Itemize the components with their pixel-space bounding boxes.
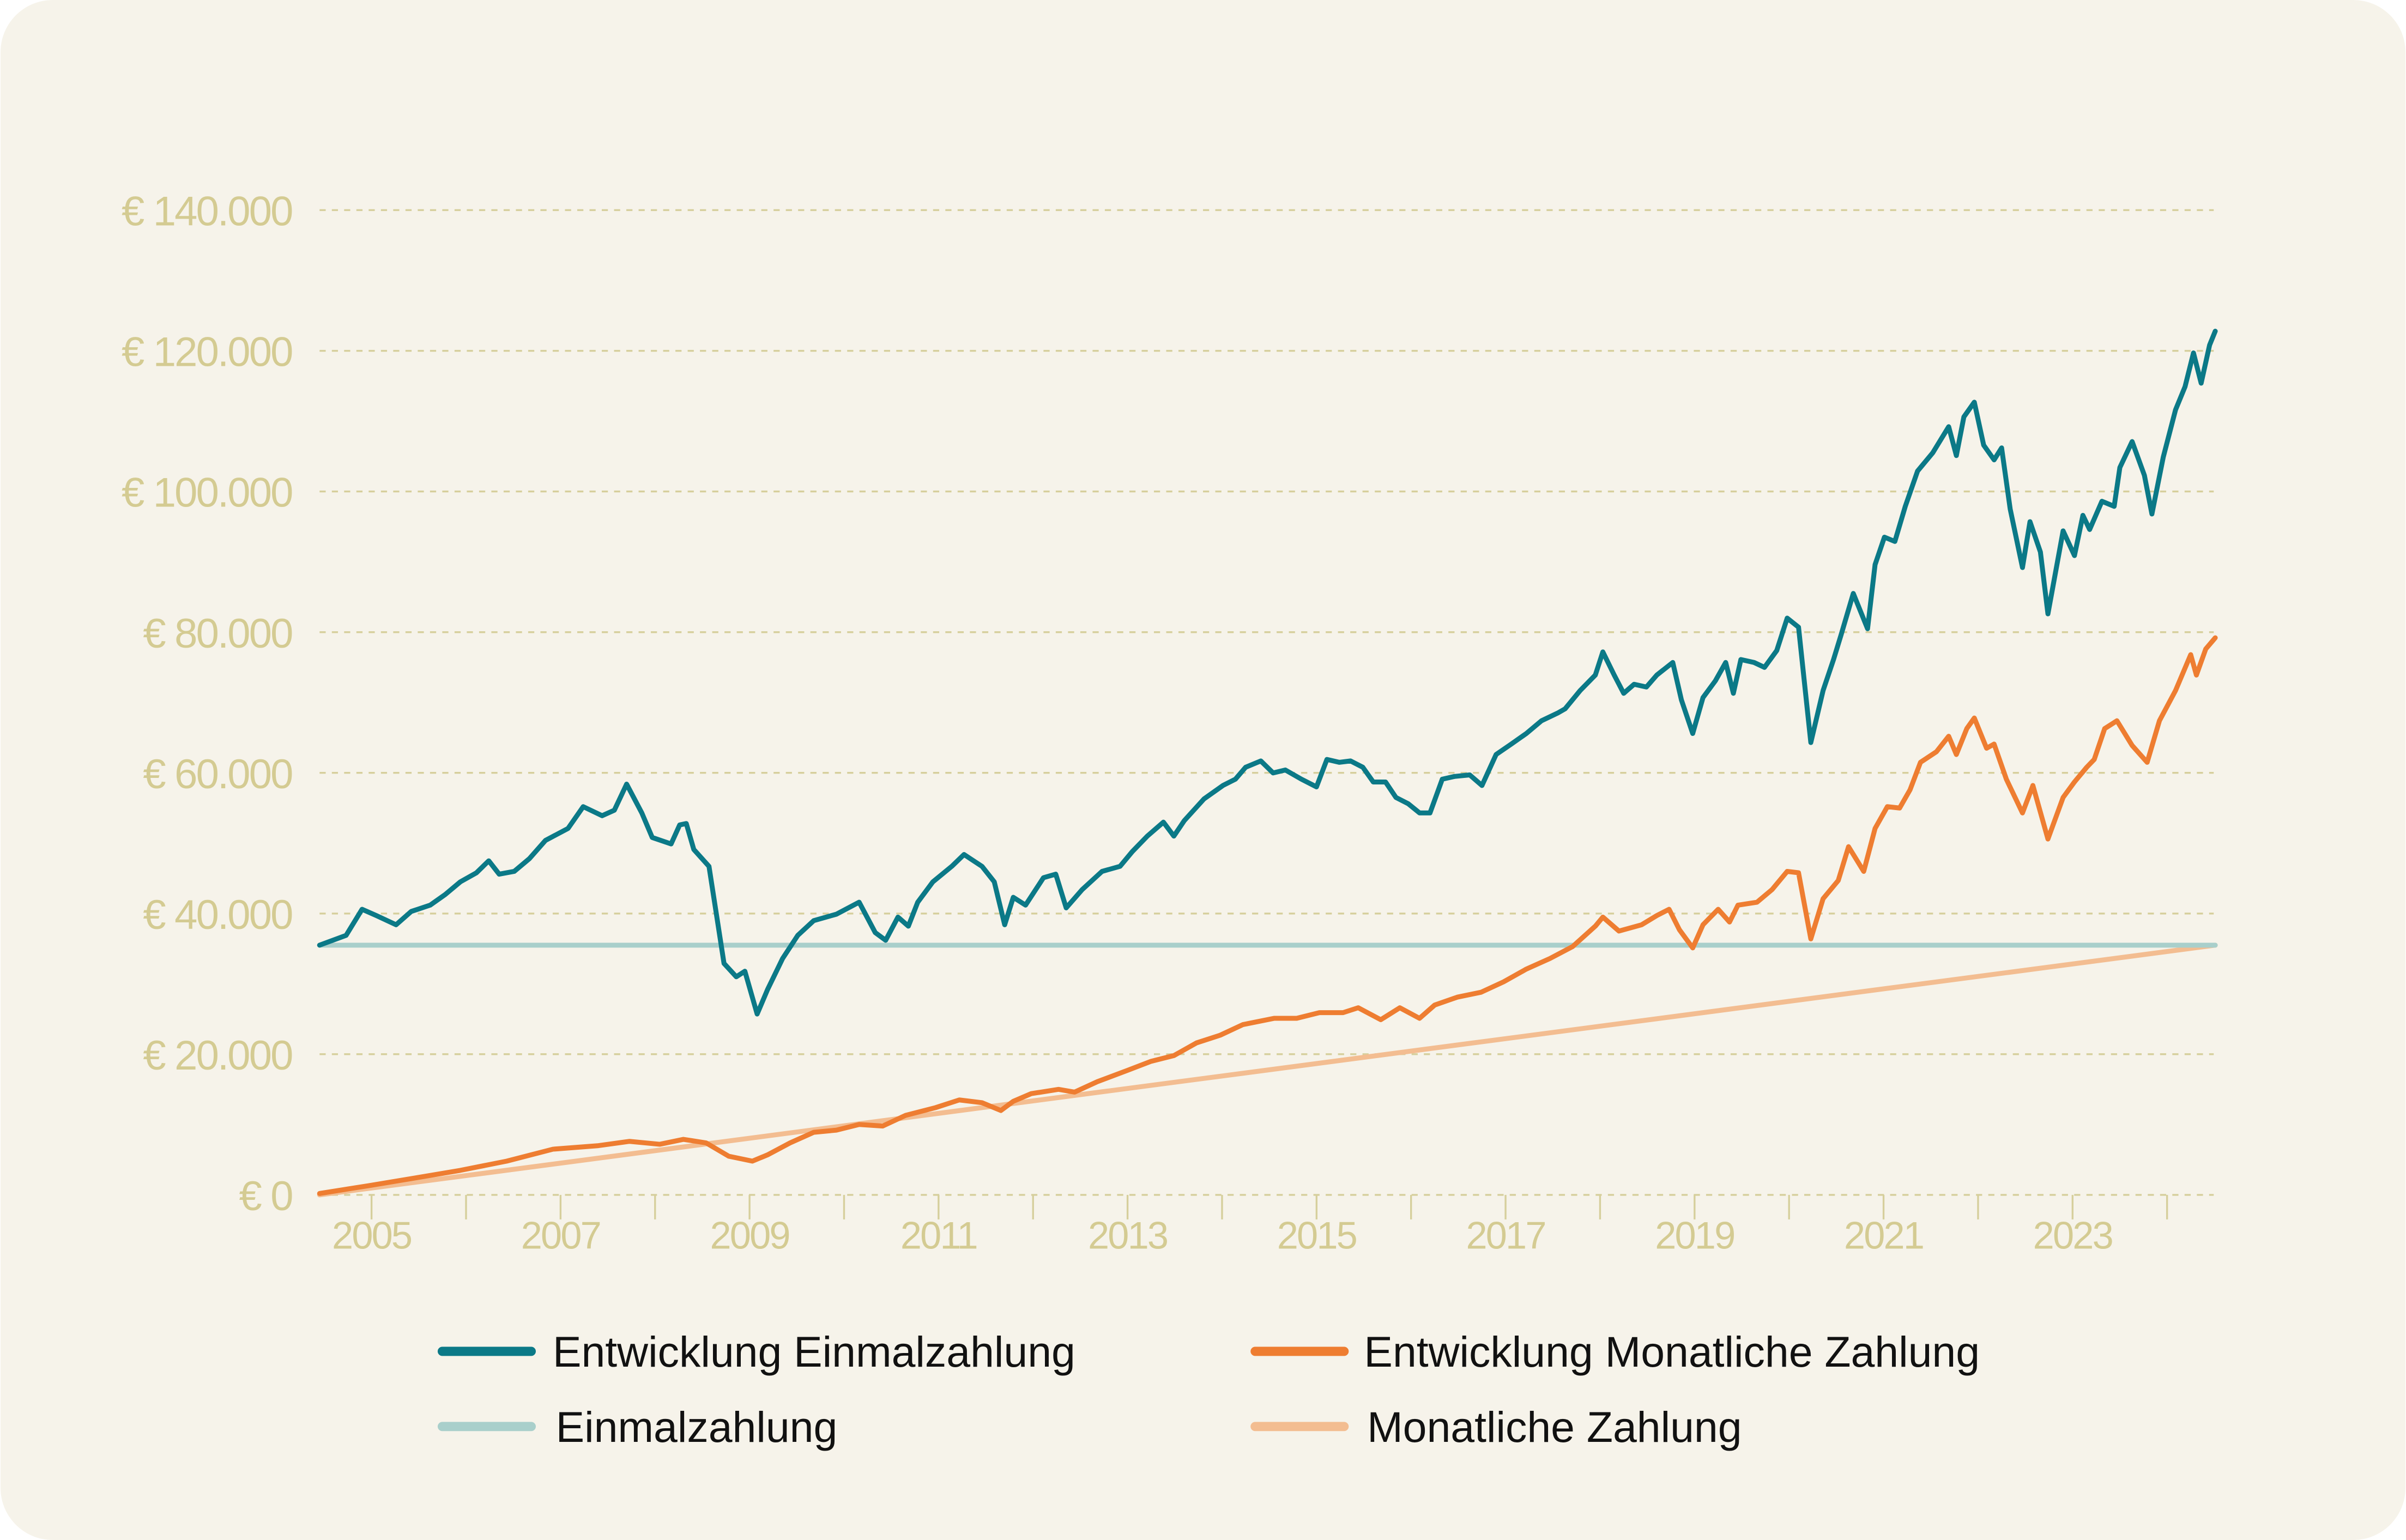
legend: Entwicklung Einmalzahlung Entwicklung Mo… [437, 1328, 1980, 1451]
legend-label: Entwicklung Einmalzahlung [553, 1328, 1075, 1376]
y-tick-label: € 100.000 [122, 470, 292, 516]
x-tick-label: 2021 [1844, 1213, 1923, 1257]
x-tick-label: 2007 [521, 1213, 600, 1257]
legend-item-monatliche-zahlung[interactable]: Monatliche Zahlung [1250, 1403, 1742, 1451]
legend-label: Monatliche Zahlung [1367, 1403, 1742, 1451]
y-tick-label: € 120.000 [122, 329, 292, 376]
legend-item-entwicklung-einmalzahlung[interactable]: Entwicklung Einmalzahlung [437, 1328, 1075, 1376]
x-tick-label: 2005 [332, 1213, 412, 1257]
series-lines [317, 328, 2218, 1198]
gridlines [319, 209, 2214, 1196]
y-tick-label: € 140.000 [122, 189, 292, 235]
legend-label: Einmalzahlung [556, 1403, 838, 1451]
line-entwicklung-einmalzahlung [317, 328, 2218, 1017]
line-monatliche-zahlung [317, 943, 2218, 1198]
legend-label: Entwicklung Monatliche Zahlung [1364, 1328, 1980, 1376]
x-axis: 2005 2007 2009 2011 2013 2015 2017 2019 2021 2023 [332, 1194, 2168, 1257]
x-tick-label: 2011 [900, 1213, 977, 1257]
x-tick-label: 2017 [1466, 1213, 1545, 1257]
legend-item-einmalzahlung[interactable]: Einmalzahlung [437, 1403, 838, 1451]
x-tick-label: 2013 [1088, 1213, 1168, 1257]
y-tick-label: € 40.000 [143, 892, 292, 938]
x-tick-label: 2019 [1655, 1213, 1734, 1257]
y-tick-label: € 0 [239, 1173, 292, 1219]
x-tick-label: 2015 [1277, 1213, 1357, 1257]
y-tick-label: € 20.000 [143, 1032, 292, 1079]
y-axis-labels: € 0 € 20.000 € 40.000 € 60.000 € 80.000 € 100… [122, 189, 294, 1219]
x-tick-label: 2023 [2033, 1213, 2113, 1257]
x-tick-label: 2009 [710, 1213, 789, 1257]
y-tick-label: € 60.000 [143, 751, 292, 798]
legend-item-entwicklung-monatliche-zahlung[interactable]: Entwicklung Monatliche Zahlung [1250, 1328, 1980, 1376]
y-tick-label: € 80.000 [143, 611, 292, 657]
line-entwicklung-monatliche-zahlung [317, 635, 2218, 1196]
